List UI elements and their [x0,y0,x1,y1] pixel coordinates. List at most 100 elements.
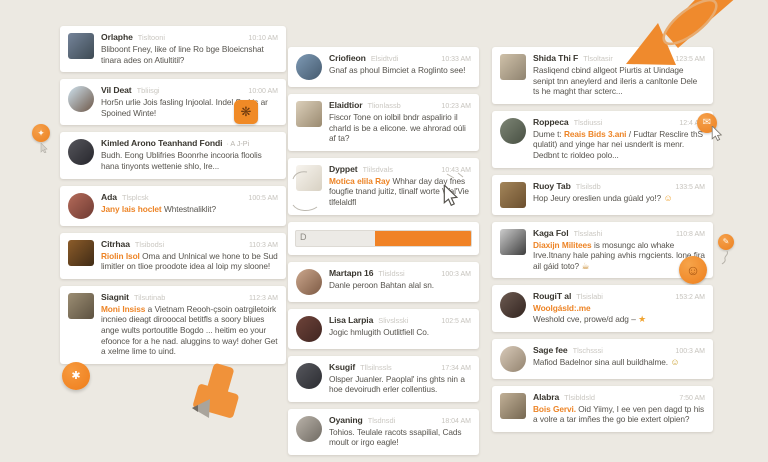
name-row: Dyppet Tlilsdvals 10:43 AM [329,164,471,174]
user-handle: Elsidtvdi [370,54,399,63]
plain-text: Tohios. Teulale racots ssapilial, Cads m… [329,426,462,448]
message-card[interactable]: Ruoy Tab Tlsilsdb 133:5 AM Hop Jeury oresli… [492,174,713,215]
scribble-tick-left [292,170,308,180]
user-name-suffix: · A J-Pi [226,139,250,149]
accent-link[interactable]: Diaxijn Militees [533,239,592,250]
message-card[interactable]: Kimled Arono Teanhand Fondi · A J-Pi Budh.… [60,132,286,179]
message-text: Dume t: Reais Bids 3.ani / Fudtar Rescli… [533,129,705,161]
message-card[interactable]: Kaga Fol Tlsslashi 110:8 AM Diaxijn Militee… [492,221,713,285]
user-name: Roppeca [533,116,569,127]
emoji-badge-left[interactable]: ✦ [32,124,50,142]
bug-sticker-icon[interactable]: ❋ [234,100,258,125]
avatar[interactable] [68,292,94,319]
message-text: Fiscor Tone on iolbil bndr aspalirio il … [329,112,471,144]
message-card[interactable]: Elaidtior Tlionlassb 10:23 AM Fiscor Tone o… [288,94,479,151]
inline-emoji-icon: ★ [638,313,647,324]
message-card[interactable]: RougiT al Tlsislabi 153:2 AM Woolgásld:.me W… [492,285,713,332]
message-card[interactable]: Citrhaa Tlsibodsi 110:3 AM Riolin Isol Oma … [60,232,286,279]
progress-track[interactable]: D [295,229,472,247]
message-card[interactable]: Vil Deat Tbliisgi 10:00 AM Hor5n urlie Jois… [60,79,286,126]
user-handle: Tllsilnssls [360,362,392,372]
plain-text: Oma and Unlnical we hone to be Sud limit… [101,250,278,272]
user-handle: Slivslsski [378,315,409,325]
timestamp: 10:33 AM [441,56,471,63]
avatar[interactable] [296,315,322,342]
avatar[interactable] [296,54,322,80]
fab-icon: ✱ [71,370,81,382]
user-handle: Tlsslashi [573,228,603,238]
avatar[interactable] [500,181,526,208]
avatar[interactable] [500,54,526,80]
message-content: Ksugif Tllsilnssls 17:34 AM Olsper Juanler.… [329,362,471,395]
message-card[interactable]: Lisa Larpia Slivslsski 102:5 AM Jogic hmlug… [288,308,479,349]
message-card[interactable]: Roppeca Tlsdiussi 12:4 AM Dume t: Reais Bid… [492,110,713,168]
avatar[interactable] [296,164,322,191]
message-card[interactable]: Criofieon Elsidtvdi 10:33 AM Gnaf as phoul … [288,47,479,87]
accent-link[interactable]: Bois Gervi. [533,403,576,414]
message-text: Tohios. Teulale racots ssapilial, Cads m… [329,427,471,448]
avatar[interactable] [500,392,526,419]
pencil-icon: ✎ [722,237,730,246]
plain-text: Olsper Juanler. Paoplal' ins ghts nin a … [329,373,465,395]
message-card[interactable]: Siagnit Tilsutinab 112:3 AM Moni Insiss a V… [60,285,286,364]
avatar[interactable] [68,239,94,266]
accent-link[interactable]: Moni Insiss [101,303,146,314]
message-card[interactable]: Ada Tlsplcsk 100:5 AM Jany lais hoclet Whte… [60,185,286,226]
message-text: Moni Insiss a Vietnam Reooh-çsoin oatrgi… [101,304,278,357]
user-handle: Tlilsdvals [362,164,393,174]
user-name: Citrhaa [101,238,130,249]
message-card[interactable]: Dyppet Tlilsdvals 10:43 AM Motica elila Ray… [288,157,479,215]
plain-text: Whhar day day fnes fougfie tnand juitiz,… [329,175,469,207]
smiley-reaction-icon[interactable]: ☺ [679,256,707,285]
user-handle: Tlsdiussi [573,117,603,127]
sparkle-icon: ✦ [37,128,45,138]
name-row: Orlaphe Tisltooni 10:10 AM [101,32,278,42]
progress-fill [374,230,471,246]
message-card[interactable]: Martapn 16 Tlisldssi 100:3 AM Danle peroon … [288,261,479,302]
message-text: Budh. Eong Ublifries Boonrhe incooria fl… [101,150,278,171]
timestamp: 100:3 AM [675,347,705,355]
timestamp: 7:50 AM [679,394,705,402]
message-text: Motica elila Ray Whhar day day fnes foug… [329,176,471,208]
accent-link[interactable]: Motica elila Ray [329,175,391,186]
message-card[interactable]: Alabra Tlsibldsld 7:50 AM Bois Gervi. Oid Y… [492,385,713,432]
name-row: Roppeca Tlsdiussi 12:4 AM [533,117,705,127]
message-card[interactable]: Sage fee Tlschsssi 100:3 AM Mafiod Badelnor… [492,338,713,379]
accent-link[interactable]: Woolgásld:.me [533,303,591,314]
accent-link[interactable]: Jany lais hoclet [101,203,162,214]
accent-link[interactable]: Riolin Isol [101,250,140,261]
message-card[interactable]: Ksugif Tllsilnssls 17:34 AM Olsper Juanler.… [288,355,479,402]
user-handle: Tlschsssi [572,345,603,355]
emoji-badge-right-lower[interactable]: ✎ [718,234,734,250]
marker-pen-icon [184,362,246,424]
user-name: Kimled Arono Teanhand Fondi [101,138,223,149]
message-content: Kaga Fol Tlsslashi 110:8 AM Diaxijn Militee… [533,228,705,272]
message-card[interactable]: Orlaphe Tisltooni 10:10 AM Bliboont Fney, l… [60,26,286,73]
notification-collage: Orlaphe Tisltooni 10:10 AM Bliboont Fney, l… [32,0,734,455]
feed-column-right: Shida Thi F Tlsoltasir 123:5 AM Rasliqend c… [492,47,713,439]
avatar[interactable] [296,101,322,127]
avatar[interactable] [68,139,94,166]
message-card[interactable]: Shida Thi F Tlsoltasir 123:5 AM Rasliqend c… [492,47,713,104]
avatar[interactable] [500,228,526,255]
avatar[interactable] [296,415,322,442]
plain-text: Weshold cve, prowe/d adg – [533,313,639,324]
avatar[interactable] [68,192,94,219]
name-row: Oyaning Tlsdnsdi 18:04 AM [329,415,471,425]
avatar[interactable] [296,268,322,295]
accent-link[interactable]: Reais Bids 3.ani [563,128,627,139]
user-name: RougiT al [533,291,572,302]
avatar[interactable] [500,345,526,372]
plain-text: Fiscor Tone on iolbil bndr aspalirio il … [329,112,466,144]
user-name: Alabra [533,391,560,402]
user-name: Shida Thi F [533,53,579,63]
avatar[interactable] [68,86,94,113]
avatar[interactable] [68,33,94,59]
avatar[interactable] [500,117,526,144]
avatar[interactable] [296,362,322,389]
avatar[interactable] [500,292,526,319]
message-content: Orlaphe Tisltooni 10:10 AM Bliboont Fney, l… [101,32,278,65]
timestamp: 100:3 AM [441,270,471,278]
name-row: Lisa Larpia Slivslsski 102:5 AM [329,315,471,325]
fab-button[interactable]: ✱ [62,362,90,390]
